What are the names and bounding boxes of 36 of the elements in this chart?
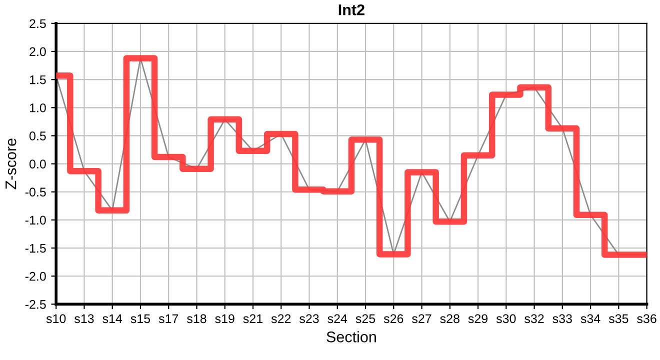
y-tick-label: 2.5 [30, 19, 46, 28]
y-axis-title: Z-score [6, 138, 16, 190]
x-tick-label: s17 [158, 314, 178, 324]
x-tick-label: s28 [440, 314, 460, 324]
y-tick-label: 1.5 [30, 75, 46, 84]
y-tick-label: -2.0 [25, 272, 46, 281]
y-tick-label: -0.5 [25, 188, 46, 197]
chart-title: Int2 [338, 4, 364, 16]
y-tick-label: -1.0 [25, 216, 46, 225]
x-tick-label: s30 [496, 314, 516, 324]
y-tick-label: 0.0 [29, 160, 46, 168]
x-tick-label: s21 [243, 314, 262, 324]
x-tick-label: s35 [608, 314, 628, 324]
x-tick-label: s36 [637, 314, 656, 324]
y-tick-label: 1.0 [30, 103, 46, 112]
x-tick-label: s34 [580, 314, 600, 324]
x-tick-label: s29 [468, 314, 488, 324]
x-tick-label: s15 [130, 314, 150, 324]
y-tick-label: -2.5 [25, 300, 46, 309]
x-axis-title: Section [326, 331, 376, 342]
y-tick-label: 2.0 [30, 47, 46, 56]
x-tick-label: s13 [74, 314, 94, 324]
x-tick-label: s33 [552, 314, 572, 324]
x-tick-label: s27 [412, 314, 432, 324]
x-tick-label: s24 [328, 314, 348, 324]
x-tick-label: s23 [300, 314, 319, 324]
x-tick-label: s10 [46, 314, 66, 324]
x-tick-label: s26 [384, 314, 404, 324]
x-tick-label: s18 [187, 314, 206, 324]
x-tick-label: s25 [356, 314, 376, 324]
x-tick-label: s19 [215, 314, 234, 324]
y-tick-label: 0.5 [29, 132, 46, 140]
x-tick-label: s14 [102, 314, 122, 324]
y-tick-label: -1.5 [25, 244, 46, 253]
x-tick-label: s22 [271, 314, 291, 324]
x-tick-label: s32 [524, 314, 544, 324]
